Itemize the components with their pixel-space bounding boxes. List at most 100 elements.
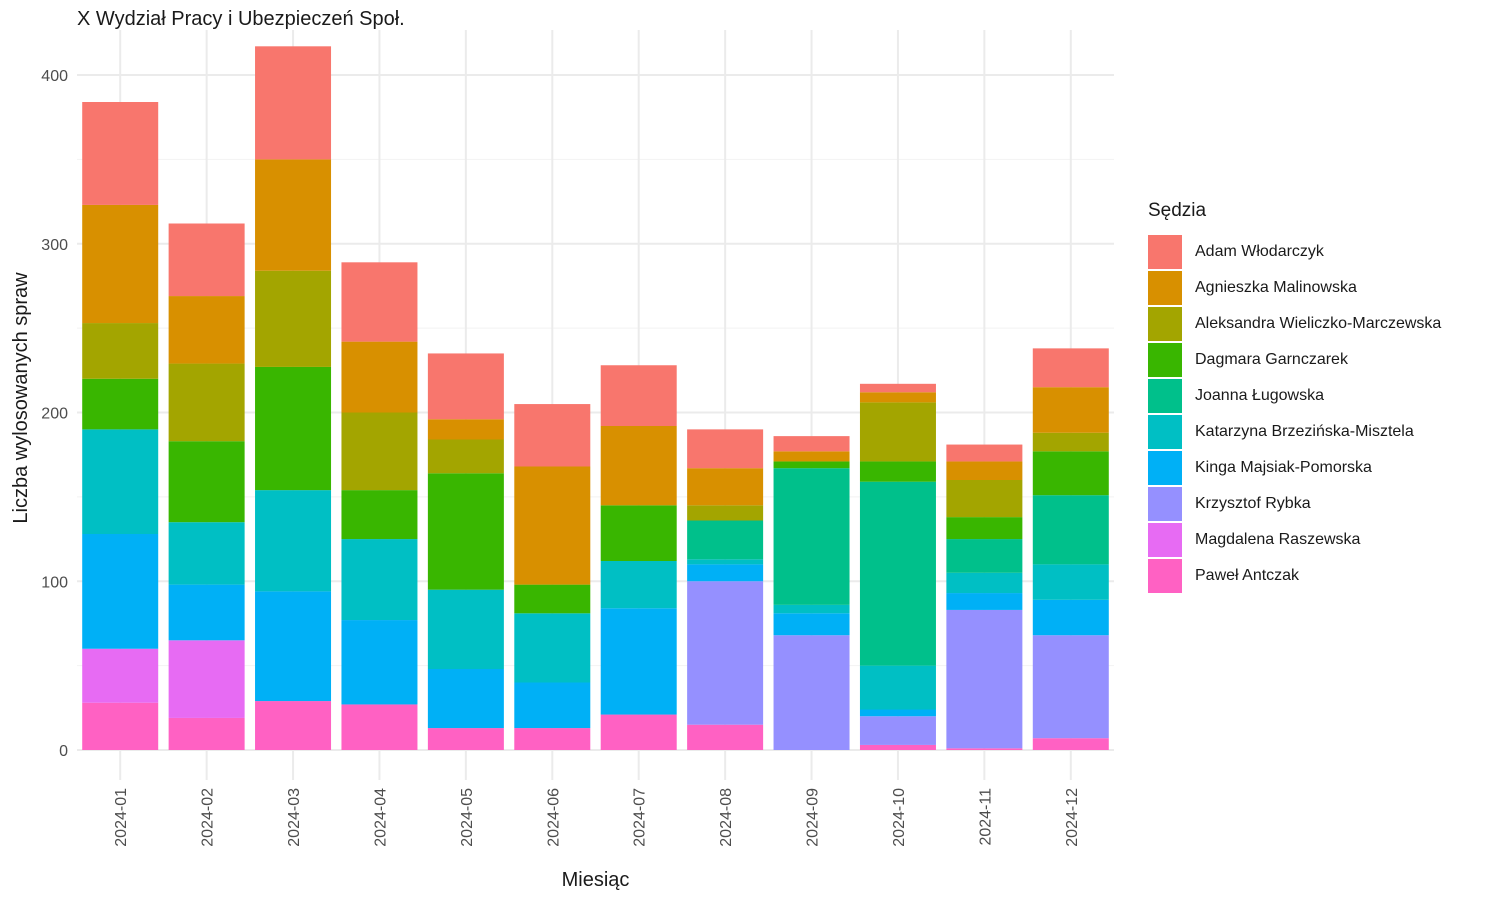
y-tick-label: 300 [41, 237, 68, 254]
bar-segment [859, 383, 936, 393]
y-tick-label: 200 [41, 406, 68, 423]
legend-label: Kinga Majsiak-Pomorska [1195, 459, 1372, 476]
bar-segment [859, 744, 936, 750]
x-tick-label: 2024-09 [805, 788, 822, 847]
bar-segment [255, 46, 332, 160]
legend-label: Adam Włodarczyk [1195, 243, 1324, 260]
bar-segment [341, 539, 418, 621]
bar-segment [946, 480, 1023, 518]
bar-segment [773, 635, 850, 750]
bar-segment [773, 436, 850, 452]
bar-segment [1032, 451, 1109, 496]
bar-segment [427, 473, 504, 590]
bar-segment [1032, 348, 1109, 388]
legend-item: Joanna Ługowska [1148, 378, 1441, 414]
bar-segment [168, 640, 245, 718]
bar-segment [82, 102, 159, 205]
y-tick-label: 100 [41, 574, 68, 591]
bar-segment [427, 353, 504, 420]
bar-segment [514, 466, 591, 585]
legend-label: Aleksandra Wieliczko-Marczewska [1195, 315, 1442, 332]
bar-segment [600, 505, 677, 561]
bar-segment [600, 426, 677, 506]
legend-swatch [1148, 523, 1182, 557]
bar-segment [859, 665, 936, 710]
bar-segment [946, 517, 1023, 540]
bar-segment [514, 584, 591, 614]
bar-segment [946, 539, 1023, 573]
bar-segment [600, 714, 677, 750]
bar-segment [687, 724, 764, 750]
legend-swatch [1148, 235, 1182, 269]
x-tick-label: 2024-03 [286, 788, 303, 847]
legend-item: Krzysztof Rybka [1148, 486, 1441, 522]
bar-segment [1032, 635, 1109, 739]
bar-segment [82, 378, 159, 430]
bar-segment [514, 404, 591, 467]
x-tick-label: 2024-01 [113, 788, 130, 847]
bar-segment [946, 593, 1023, 610]
legend-title: Sędzia [1148, 200, 1207, 221]
bar-segment [600, 365, 677, 426]
bar-segment [514, 613, 591, 683]
legend-item: Adam Włodarczyk [1148, 234, 1441, 270]
bar-segment [341, 341, 418, 413]
bar-segment [341, 704, 418, 750]
bar-segment [859, 709, 936, 717]
bar-segment [773, 613, 850, 636]
chart-title: X Wydział Pracy i Ubezpieczeń Społ. [77, 8, 405, 30]
bar-segment [255, 490, 332, 592]
bar-segment [1032, 387, 1109, 433]
legend-label: Magdalena Raszewska [1195, 531, 1361, 548]
bar-segment [427, 589, 504, 669]
legend-item: Kinga Majsiak-Pomorska [1148, 450, 1441, 486]
bar-segment [168, 717, 245, 750]
legend-item: Magdalena Raszewska [1148, 522, 1441, 558]
bar-segment [773, 461, 850, 469]
legend-swatch [1148, 487, 1182, 521]
bar-segment [946, 748, 1023, 750]
bar-segment [82, 429, 159, 534]
bar-segment [859, 461, 936, 482]
bar-segment [168, 584, 245, 641]
bar-segment [255, 591, 332, 702]
bar-segment [82, 702, 159, 750]
legend-items: Adam Włodarczyk Agnieszka Malinowska Aleks… [1148, 234, 1441, 594]
bar-segment [427, 419, 504, 440]
bar-segment [1032, 599, 1109, 636]
bar-segment [341, 620, 418, 705]
bar-segment [427, 439, 504, 474]
legend-label: Krzysztof Rybka [1195, 495, 1311, 512]
bar-segment [687, 468, 764, 506]
x-tick-label: 2024-07 [632, 788, 649, 847]
bar-segment [514, 728, 591, 750]
bar-segment [168, 363, 245, 442]
bar-segment [514, 682, 591, 729]
x-tick-label: 2024-12 [1064, 788, 1081, 847]
bar-segment [168, 441, 245, 523]
bar-segment [255, 270, 332, 367]
bar-segment [341, 490, 418, 540]
legend-label: Dagmara Garnczarek [1195, 351, 1348, 368]
legend-swatch [1148, 271, 1182, 305]
legend-item: Agnieszka Malinowska [1148, 270, 1441, 306]
y-tick-label: 0 [59, 743, 68, 760]
y-tick-label: 400 [41, 68, 68, 85]
bar-segment [341, 412, 418, 491]
bar-segment [427, 669, 504, 729]
bar-segment [946, 609, 1023, 749]
bar-segment [687, 564, 764, 582]
bar-segment [82, 204, 159, 324]
x-tick-label: 2024-08 [718, 788, 735, 847]
bar-segment [859, 481, 936, 666]
bar-segment [168, 296, 245, 364]
bar-segment [600, 608, 677, 715]
bar-segment [600, 561, 677, 609]
bar-segment [687, 429, 764, 469]
bar-segment [1032, 495, 1109, 565]
legend-item: Katarzyna Brzezińska-Misztela [1148, 414, 1441, 450]
bar-segment [82, 648, 159, 703]
y-axis-title: Liczba wylosowanych spraw [10, 272, 32, 524]
